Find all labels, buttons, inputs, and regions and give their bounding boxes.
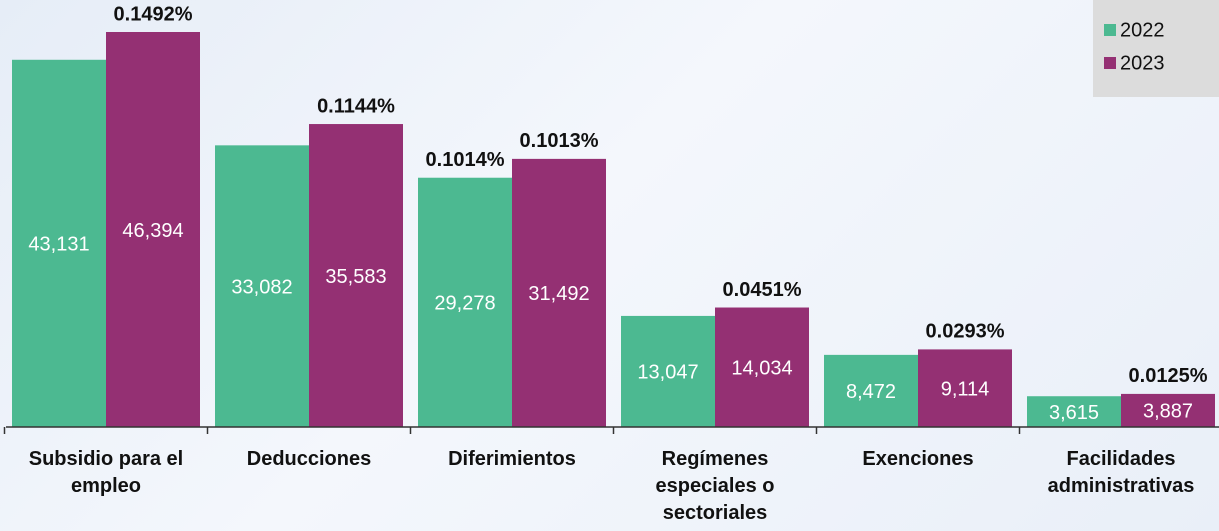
legend-swatch — [1104, 24, 1116, 36]
x-tick-label: Regímenes especiales o sectoriales — [655, 448, 775, 524]
bar — [621, 315, 715, 427]
value-label: 33,082 — [231, 276, 292, 298]
legend-swatch — [1104, 57, 1116, 69]
value-label: 13,047 — [637, 362, 698, 384]
annotation: 0.1013% — [520, 130, 599, 152]
value-label: 8,472 — [846, 381, 896, 403]
x-tick-label: Subsidio para el empleo — [28, 448, 184, 497]
bar — [715, 307, 809, 427]
value-label: 29,278 — [434, 293, 495, 315]
value-label: 43,131 — [28, 234, 89, 256]
bar — [824, 354, 918, 427]
value-label: 31,492 — [528, 283, 589, 305]
value-label: 9,114 — [941, 378, 990, 400]
value-label: 3,615 — [1049, 402, 1099, 424]
x-tick-label: Exenciones — [862, 448, 974, 470]
legend-label: 2023 — [1120, 52, 1165, 74]
annotation: 0.0293% — [926, 321, 1005, 343]
legend-box — [1093, 0, 1219, 97]
value-label: 3,887 — [1143, 401, 1193, 423]
x-tick-label: Diferimientos — [448, 448, 576, 470]
bar — [512, 158, 606, 427]
bar — [106, 32, 200, 427]
value-label: 35,583 — [325, 266, 386, 288]
x-tick-label: Facilidades administrativas — [1047, 448, 1195, 497]
annotation: 0.1492% — [114, 3, 193, 25]
bar — [12, 59, 106, 428]
value-label: 14,034 — [731, 358, 792, 380]
value-label: 46,394 — [122, 220, 183, 242]
bar — [918, 349, 1012, 427]
x-tick-label: Deducciones — [246, 448, 372, 470]
legend-label: 2022 — [1120, 19, 1165, 41]
annotation: 0.0451% — [723, 279, 802, 301]
bar — [1121, 393, 1215, 427]
bar — [309, 124, 403, 427]
annotation: 0.1014% — [426, 149, 505, 171]
annotation: 0.0125% — [1129, 365, 1208, 387]
bar — [418, 177, 512, 427]
annotation: 0.1144% — [317, 95, 395, 117]
bar — [1027, 396, 1121, 427]
bar — [215, 145, 309, 427]
